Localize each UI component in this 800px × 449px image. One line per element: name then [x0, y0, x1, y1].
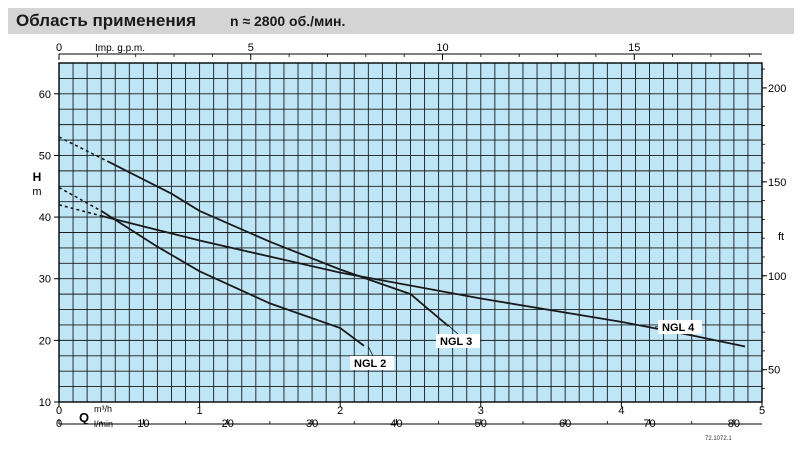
series-label: NGL 4 — [662, 322, 695, 334]
ft-tick-label: 200 — [768, 83, 786, 95]
x-axis-unit-m3h: m³/h — [94, 404, 112, 414]
x-tick-label: 3 — [478, 405, 484, 417]
x-axis-unit-lmin: l/min — [94, 419, 113, 429]
series-label: NGL 3 — [440, 336, 472, 348]
y-tick-label: 30 — [39, 274, 51, 286]
y-tick-label: 40 — [39, 212, 51, 224]
gpm-tick-label: 15 — [628, 42, 640, 54]
plot-frame — [58, 62, 763, 403]
curve-ngl-2 — [100, 210, 365, 347]
lmin-tick-label: 80 — [728, 418, 740, 430]
y-tick-label: 10 — [39, 397, 51, 409]
header-speed: n ≈ 2800 об./мин. — [230, 13, 346, 29]
lmin-tick-label: 10 — [137, 418, 149, 430]
x-tick-label: 1 — [197, 405, 203, 417]
ft-tick-label: 50 — [768, 365, 780, 377]
x-axis-label: Q — [79, 410, 89, 425]
lmin-tick-label: 20 — [222, 418, 234, 430]
series-label: NGL 2 — [354, 358, 386, 370]
y-axis-unit: m — [32, 186, 41, 198]
x-tick-label: 2 — [337, 405, 343, 417]
curve-extrapolated-ngl-4 — [58, 204, 102, 217]
x-tick-label: 5 — [759, 405, 765, 417]
series-label-box — [350, 356, 394, 370]
series-label-box — [658, 320, 702, 334]
curve-extrapolated-ngl-2 — [58, 186, 102, 212]
series-label-box — [436, 334, 480, 348]
y-tick-label: 50 — [39, 150, 51, 162]
gpm-axis-label: Imp. g.p.m. — [95, 43, 145, 54]
lmin-tick-label: 60 — [559, 418, 571, 430]
header-band: Область применения n ≈ 2800 об./мин. — [8, 8, 794, 34]
lmin-tick-label: 30 — [306, 418, 318, 430]
gpm-tick-label: 5 — [248, 42, 254, 54]
y-tick-label: 60 — [39, 89, 51, 101]
header-title: Область применения — [16, 11, 197, 30]
ft-tick-label: 100 — [768, 271, 786, 283]
y-tick-label: 20 — [39, 335, 51, 347]
x-tick-label: 0 — [56, 405, 62, 417]
lmin-tick-label: 50 — [475, 418, 487, 430]
lmin-tick-label: 40 — [390, 418, 402, 430]
x-tick-label: 4 — [618, 405, 624, 417]
curve-ngl-3 — [107, 160, 450, 327]
ft-axis-label: ft — [778, 231, 784, 243]
reference-code: 72.1072.1 — [705, 436, 732, 442]
y-axis-label: H — [33, 170, 42, 184]
lmin-tick-label: 0 — [56, 418, 62, 430]
gpm-tick-label: 0 — [56, 42, 62, 54]
lmin-tick-label: 70 — [643, 418, 655, 430]
gpm-tick-label: 10 — [436, 42, 448, 54]
ft-tick-label: 150 — [768, 177, 786, 189]
curve-ngl-4 — [100, 215, 746, 348]
